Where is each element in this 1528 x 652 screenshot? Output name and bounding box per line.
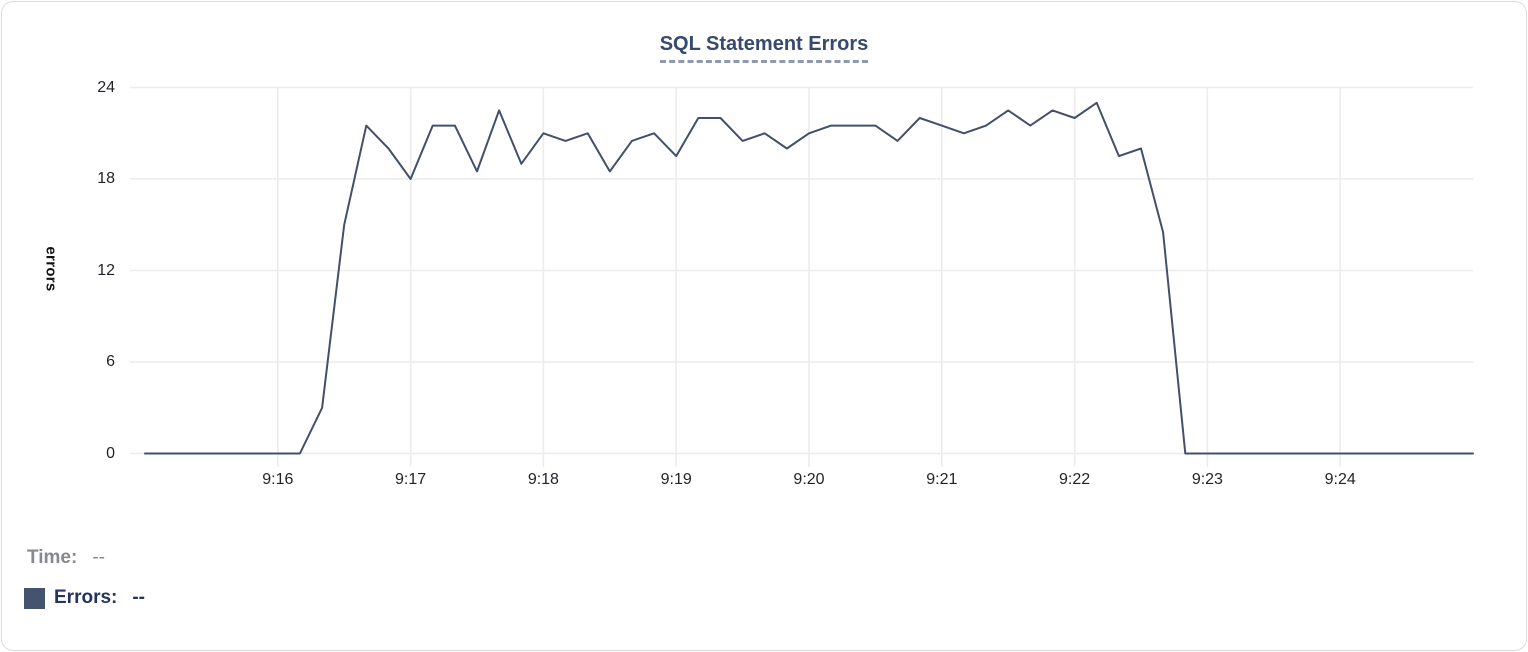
- y-tick-label: 6: [106, 353, 115, 370]
- legend-errors-value: --: [132, 587, 146, 608]
- legend-time-row: Time: --: [27, 547, 105, 569]
- errors-series-line: [144, 101, 1474, 455]
- legend-time-label: Time:: [27, 547, 78, 568]
- y-tick-label: 0: [106, 444, 115, 462]
- x-tick-label: 9:20: [793, 471, 825, 488]
- chart-title-row: SQL Statement Errors: [2, 33, 1526, 63]
- legend-errors-label: Errors:: [54, 587, 118, 608]
- x-tick-label: 9:23: [1191, 471, 1223, 488]
- legend-time-value: --: [92, 547, 105, 568]
- y-tick-label: 24: [97, 78, 115, 96]
- errors-series-swatch: [24, 587, 45, 609]
- x-tick-label: 9:19: [660, 471, 692, 488]
- x-tick-label: 9:22: [1059, 471, 1091, 488]
- x-tick-label: 9:18: [527, 471, 559, 488]
- y-tick-label: 18: [97, 170, 115, 187]
- vertical-gridlines: [277, 87, 1341, 467]
- x-tick-label: 9:24: [1324, 471, 1356, 488]
- chart-plot-area[interactable]: [145, 87, 1473, 454]
- chart-title-link[interactable]: SQL Statement Errors: [659, 33, 869, 63]
- x-tick-label: 9:17: [395, 471, 427, 488]
- x-tick-label: 9:21: [926, 471, 958, 488]
- y-tick-label: 12: [97, 261, 115, 279]
- legend-errors-row: Errors: --: [24, 587, 145, 609]
- x-tick-label: 9:16: [262, 471, 294, 488]
